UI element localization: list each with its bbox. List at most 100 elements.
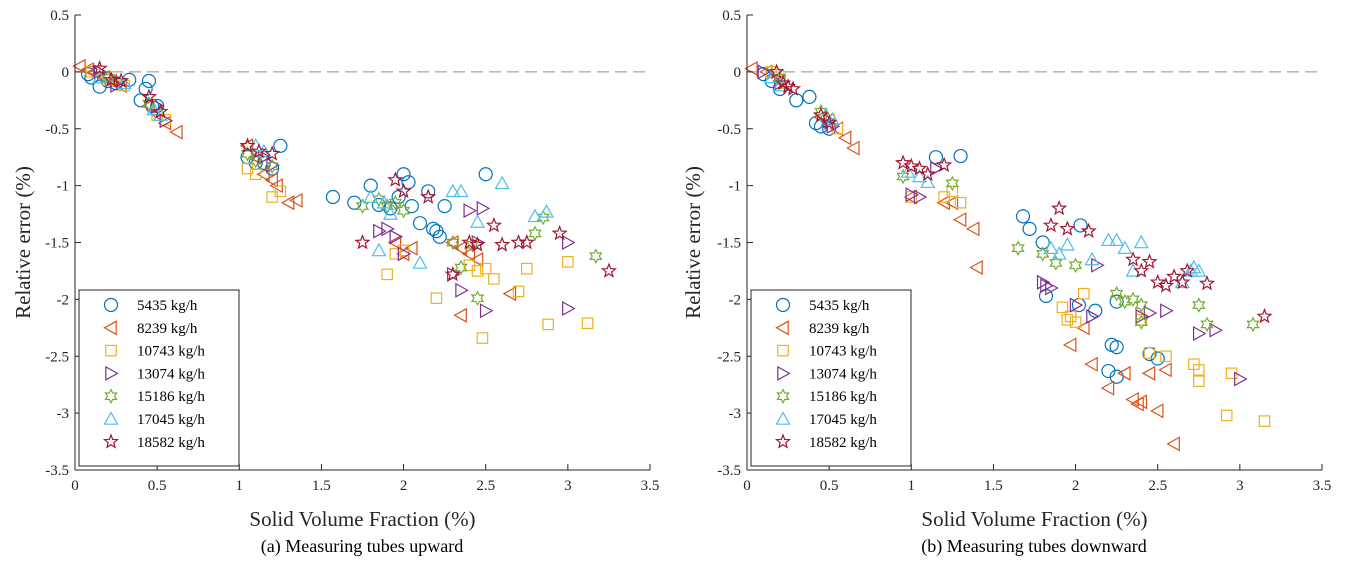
- data-point: [404, 199, 419, 214]
- data-point: [1100, 232, 1116, 247]
- data-point: [469, 252, 484, 268]
- data-point: [542, 318, 554, 331]
- data-point: [437, 199, 452, 214]
- data-point: [779, 78, 797, 94]
- legend-entry: 8239 kg/h: [137, 321, 198, 337]
- data-point: [768, 63, 785, 79]
- data-point: [461, 234, 478, 250]
- data-point: [72, 58, 86, 74]
- legend-marker: [103, 411, 119, 425]
- data-point: [373, 223, 387, 239]
- series-15186-kg-h: [101, 69, 603, 307]
- data-point: [1133, 394, 1148, 410]
- x-tick-label: 2.5: [476, 478, 495, 494]
- data-point: [802, 89, 817, 105]
- data-point: [1174, 273, 1191, 290]
- data-point: [387, 171, 404, 187]
- y-tick-label: -3: [57, 406, 70, 422]
- data-point: [488, 273, 500, 285]
- data-point: [169, 124, 183, 140]
- data-point: [911, 168, 928, 183]
- x-tick-label: 0.5: [148, 478, 167, 494]
- data-point: [969, 260, 983, 276]
- data-point: [1073, 218, 1088, 233]
- data-point: [430, 292, 443, 305]
- data-point: [396, 167, 411, 182]
- legend-marker: [774, 433, 792, 449]
- x-tick-label: 2.5: [1148, 478, 1167, 494]
- data-point: [453, 183, 469, 198]
- data-point: [920, 174, 936, 189]
- data-point: [325, 189, 341, 205]
- data-points: [744, 60, 1273, 452]
- data-point: [1166, 268, 1183, 284]
- data-point: [936, 156, 953, 173]
- data-point: [1015, 209, 1031, 224]
- data-point: [581, 317, 594, 330]
- data-point: [494, 236, 511, 252]
- x-tick-label: 2: [400, 478, 408, 494]
- data-point: [376, 194, 392, 209]
- data-point: [1130, 396, 1144, 412]
- data-point: [1192, 364, 1205, 376]
- data-point: [919, 165, 936, 182]
- data-point: [141, 73, 157, 89]
- data-point: [965, 221, 980, 237]
- y-tick-label: -1: [57, 179, 70, 195]
- y-tick-label: -2: [57, 292, 70, 308]
- panel-a: 0 0.5 1 1.5 2 2.5 3 3.5 0.5 0 -0.5 -1 -1.5 -2 -2.5 -3 -3…: [11, 8, 659, 557]
- data-point: [142, 95, 156, 112]
- data-point: [1209, 322, 1223, 338]
- legend-entry: 13074 kg/h: [809, 366, 877, 382]
- data-point: [92, 69, 108, 84]
- data-point: [355, 198, 370, 214]
- data-point: [1043, 240, 1059, 254]
- data-point: [444, 265, 461, 282]
- data-point: [1192, 375, 1205, 388]
- data-point: [494, 175, 510, 190]
- data-point: [421, 184, 436, 199]
- legend-marker: [775, 297, 791, 313]
- data-point: [520, 262, 533, 275]
- data-point: [1174, 274, 1190, 289]
- data-point: [1117, 240, 1133, 254]
- data-point: [140, 88, 158, 104]
- data-point: [765, 66, 778, 78]
- data-point: [1256, 307, 1273, 324]
- data-point: [911, 160, 928, 176]
- data-point: [1061, 314, 1074, 326]
- data-point: [453, 307, 467, 323]
- x-tick-label: 0: [71, 478, 79, 494]
- legend-entry: 18582 kg/h: [809, 435, 877, 451]
- data-point: [420, 188, 437, 204]
- data-point: [1035, 235, 1050, 250]
- data-point: [757, 64, 772, 80]
- data-point: [461, 246, 476, 262]
- data-point: [371, 242, 387, 257]
- data-point: [562, 256, 574, 268]
- data-point: [562, 234, 576, 251]
- data-point: [239, 137, 256, 153]
- data-point: [256, 143, 272, 158]
- data-points: [72, 58, 618, 344]
- data-point: [1118, 293, 1132, 310]
- data-point: [103, 71, 120, 87]
- data-point: [146, 101, 162, 116]
- data-point: [551, 224, 568, 241]
- data-point: [913, 189, 928, 205]
- data-point: [1056, 301, 1069, 314]
- legend: 5435 kg/h 8239 kg/h 10743 kg/h 13074 kg/h 15…: [78, 289, 240, 467]
- y-tick-label: -1.5: [717, 236, 741, 252]
- data-point: [1157, 277, 1175, 293]
- y-tick-label: -1: [729, 179, 742, 195]
- data-point: [471, 265, 484, 277]
- data-point: [894, 154, 912, 170]
- data-point: [389, 248, 402, 260]
- data-point: [1036, 274, 1051, 290]
- x-tick-label: 3: [564, 478, 572, 494]
- y-tick-label: -1.5: [45, 236, 69, 252]
- data-point: [1051, 246, 1067, 260]
- data-point: [1200, 316, 1214, 333]
- legend-marker: [103, 320, 117, 336]
- data-point: [952, 212, 967, 228]
